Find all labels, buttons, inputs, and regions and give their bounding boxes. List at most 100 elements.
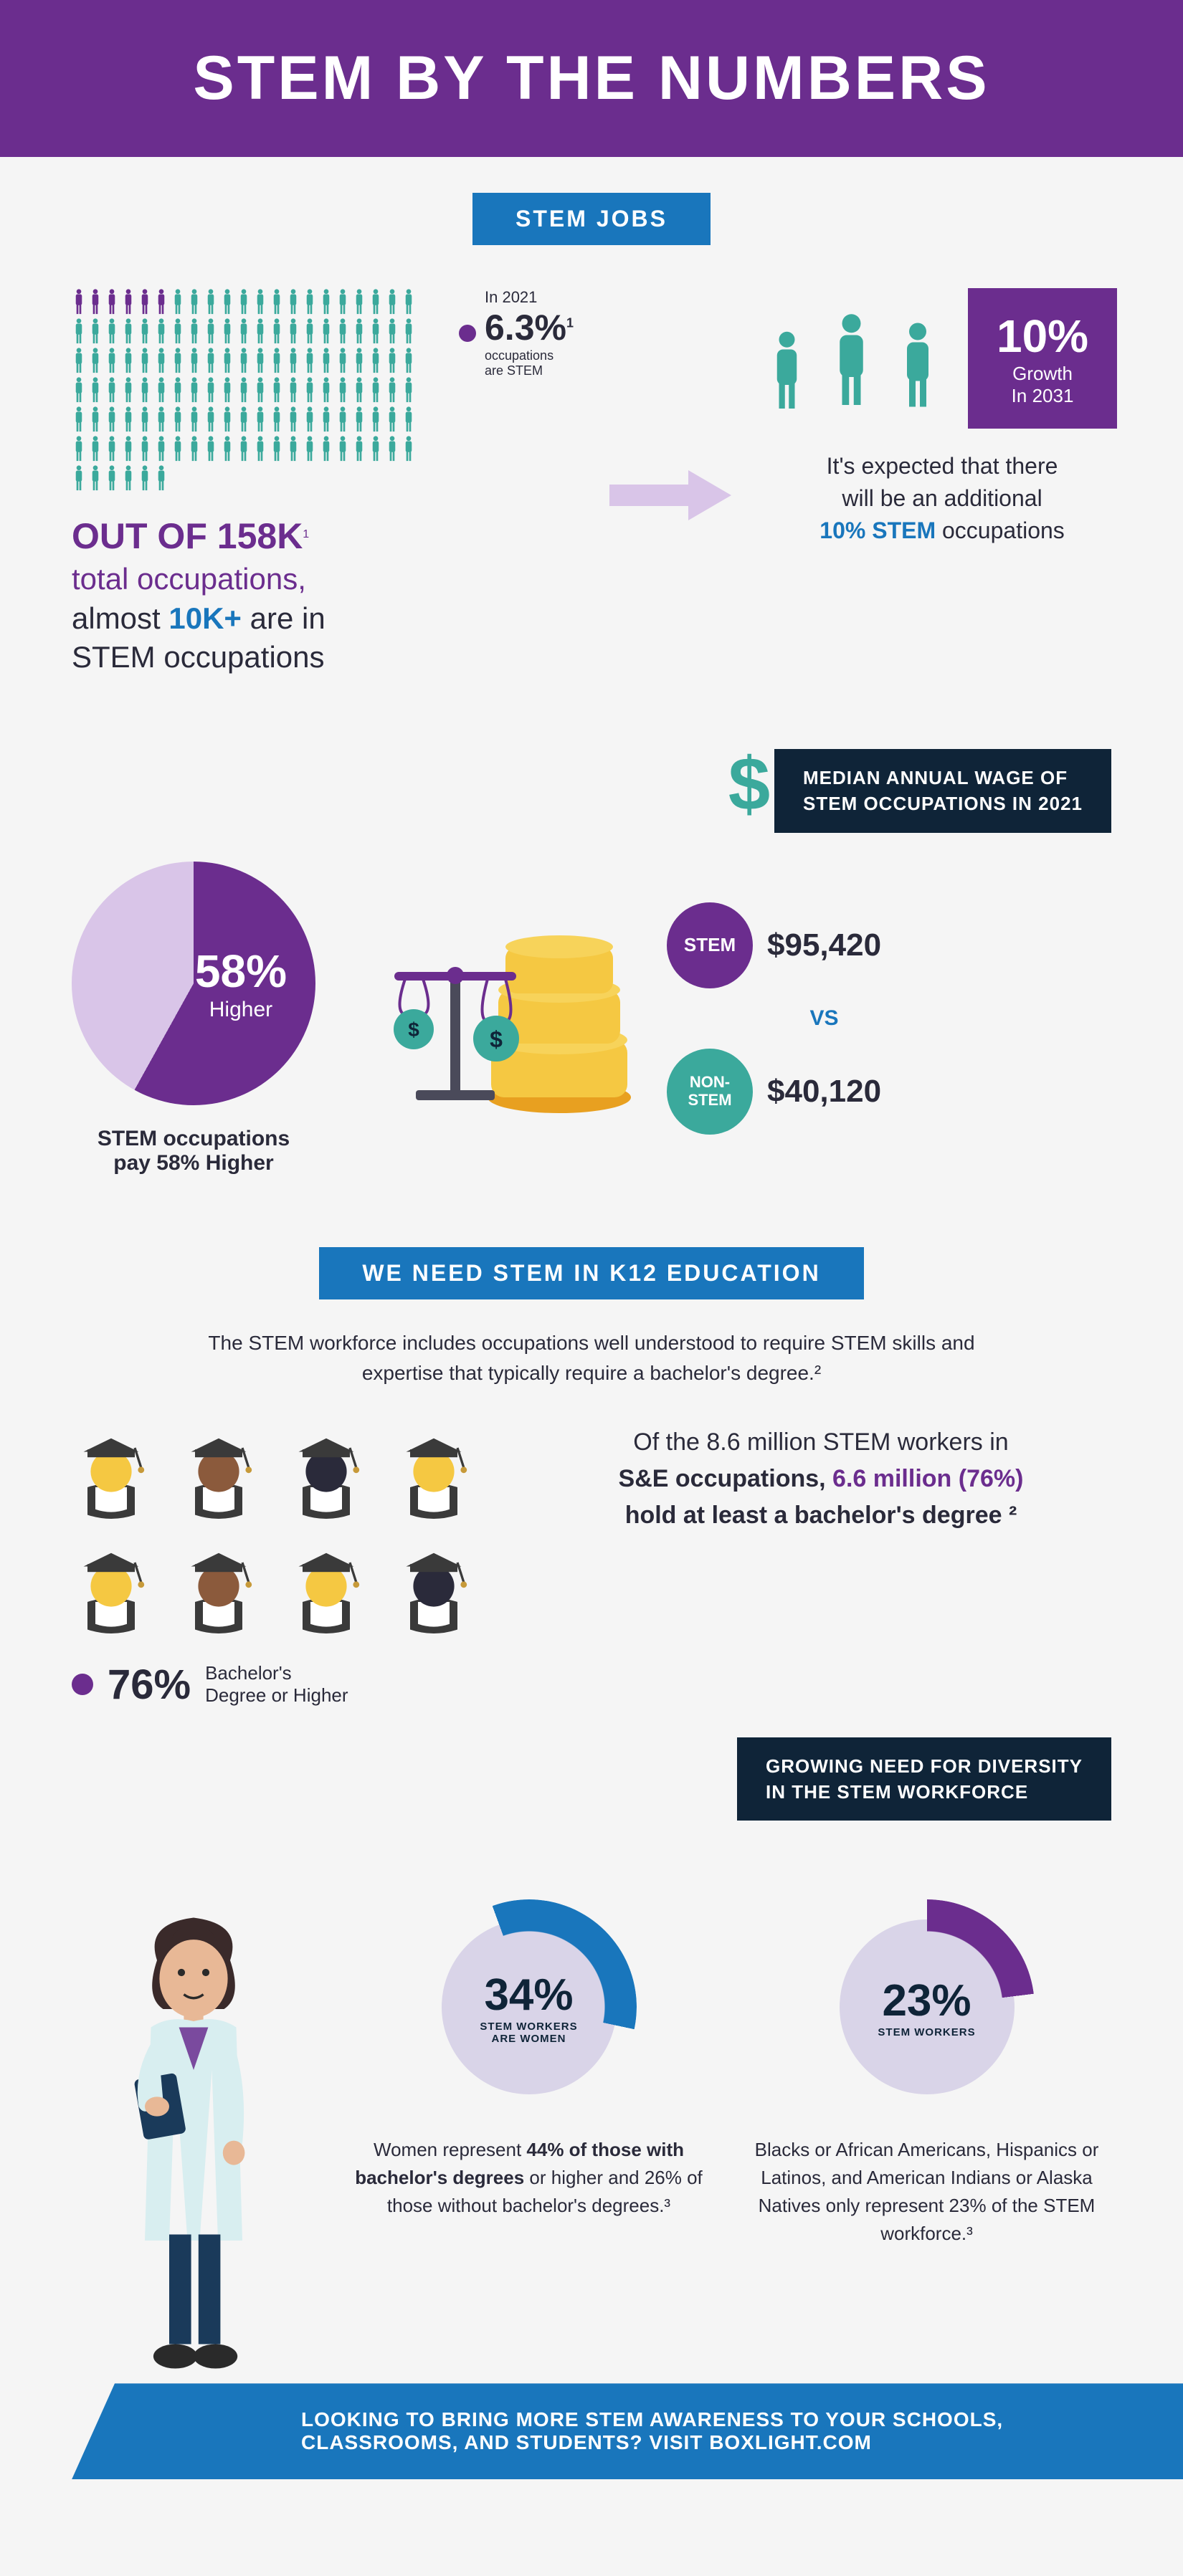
person-icon [138,406,152,433]
person-icon [121,406,136,433]
person-icon [270,318,284,345]
person-icon [72,435,86,462]
graduates-pictograph [72,1424,473,1632]
graduate-icon [287,1424,366,1517]
person-icon [369,318,383,345]
person-icon [237,318,251,345]
person-icon [369,376,383,404]
person-icon [303,376,317,404]
person-icon [88,347,103,374]
dot-icon [72,1674,93,1695]
person-icon [72,347,86,374]
graduate-icon [394,1539,473,1632]
stem-wage: $95,420 [767,927,881,963]
person-icon [319,318,333,345]
donut-34: 34% STEM WORKERS ARE WOMEN [422,1899,637,2114]
person-icon [204,318,218,345]
person-icon [369,288,383,315]
person-icon [105,347,119,374]
person-icon [336,347,350,374]
stat-2021: In 2021 6.3%1 occupations are STEM [459,288,574,378]
headline-line4: STEM occupations [72,638,574,677]
person-icon [270,288,284,315]
pie-value: 58% [195,945,287,998]
person-icon [121,376,136,404]
person-icon [319,435,333,462]
person-icon [154,406,168,433]
person-icon [319,376,333,404]
dot-icon [459,325,476,342]
headline-10k: 10K+ [168,601,242,635]
person-icon [171,318,185,345]
person-icon [121,318,136,345]
person-icon [253,318,267,345]
donut-23: 23% STEM WORKERS [819,1899,1035,2114]
page-title: STEM BY THE NUMBERS [0,43,1183,114]
header-band: STEM BY THE NUMBERS [0,0,1183,157]
growth-box: 10% Growth In 2031 [968,288,1117,429]
growth-label: Growth In 2031 [997,363,1088,407]
person-icon [385,406,399,433]
person-icon [138,376,152,404]
person-icon [369,435,383,462]
wage-banner: MEDIAN ANNUAL WAGE OF STEM OCCUPATIONS I… [774,749,1111,833]
headline-line2: total occupations, [72,560,574,599]
person-icon [303,406,317,433]
growth-caption: It's expected that there will be an addi… [767,450,1117,546]
person-icon [88,288,103,315]
person-icon [220,347,234,374]
cta-banner[interactable]: LOOKING TO BRING MORE STEM AWARENESS TO … [72,2383,1183,2479]
section-label-k12: WE NEED STEM IN K12 EDUCATION [319,1247,863,1299]
stat-2021-value: 6.3% [485,307,566,348]
person-icon [105,464,119,492]
person-icon [336,435,350,462]
person-icon [72,406,86,433]
person-icon [220,435,234,462]
person-icon [220,376,234,404]
person-icon [352,406,366,433]
headline-l3-pre: almost [72,601,168,635]
person-icon [303,318,317,345]
person-icon [88,435,103,462]
vs-label: VS [767,1006,881,1031]
stat-76-value: 76% [108,1661,191,1709]
person-icon [154,435,168,462]
wage-compare: $ $ STEM $95,420 VS NON- STEM $4 [373,902,881,1135]
person-icon [187,318,201,345]
person-icon [187,406,201,433]
person-icon [402,376,416,404]
person-icon [88,464,103,492]
person-icon [105,435,119,462]
person-icon [385,435,399,462]
person-icon [352,347,366,374]
person-icon [237,288,251,315]
person-icon [171,376,185,404]
stem-jobs-section: STEM JOBS In 2021 6.3%1 occupations are … [0,157,1183,1211]
person-icon [253,288,267,315]
scientist-illustration [72,1899,315,2390]
pie-caption: STEM occupations pay 58% Higher [72,1127,315,1175]
person-icon [402,318,416,345]
svg-text:$: $ [490,1026,503,1052]
graduate-icon [394,1424,473,1517]
graduate-icon [287,1539,366,1632]
person-icon [171,347,185,374]
person-icon [72,318,86,345]
person-icon [286,406,300,433]
person-icon [204,435,218,462]
person-icon [270,376,284,404]
person-icon [336,376,350,404]
person-icon [187,288,201,315]
graduate-icon [179,1539,258,1632]
graduate-icon [179,1424,258,1517]
person-icon [105,406,119,433]
person-icon [385,288,399,315]
person-icon [253,406,267,433]
graduate-icon [72,1539,151,1632]
svg-text:$: $ [728,751,770,826]
person-icon [319,288,333,315]
people-pictograph [72,288,416,492]
person-icon [121,347,136,374]
person-icon [105,288,119,315]
person-icon [352,435,366,462]
